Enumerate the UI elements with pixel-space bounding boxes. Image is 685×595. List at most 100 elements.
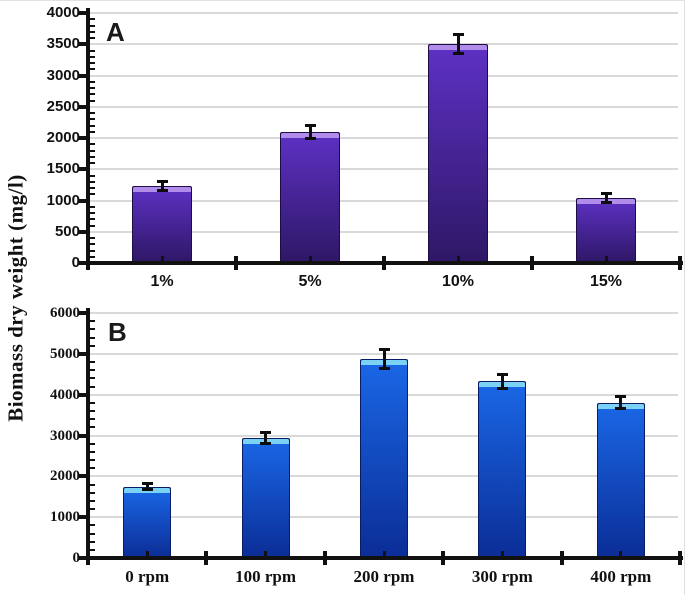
y-tick-label: 1000: [50, 509, 80, 526]
y-tick-label: 2000: [46, 129, 80, 146]
x-center-tick: [145, 551, 149, 557]
error-bar: [500, 373, 504, 389]
y-minor-tick: [90, 18, 95, 21]
y-minor-tick: [90, 459, 95, 461]
bar: [132, 186, 192, 263]
y-minor-tick: [90, 30, 95, 33]
y-minor-tick: [90, 68, 95, 71]
error-bar-cap-top: [378, 347, 390, 351]
gridline: [90, 168, 678, 171]
x-center-tick: [456, 256, 460, 262]
x-center-tick: [500, 551, 504, 557]
x-center-tick: [619, 551, 623, 557]
y-tick-label: 4000: [46, 4, 80, 21]
y-minor-tick: [90, 532, 95, 535]
error-bar-cap-bottom: [156, 189, 168, 193]
bar: [241, 438, 290, 558]
y-tick-label: 0: [71, 254, 80, 271]
x-boundary-tick: [382, 256, 386, 270]
y-minor-tick: [90, 224, 95, 227]
x-axis-line: [84, 556, 683, 560]
y-major-tick: [78, 198, 90, 203]
y-minor-tick: [90, 385, 95, 388]
panel-A-label: A: [106, 17, 125, 47]
gridline: [90, 199, 678, 202]
y-minor-tick: [90, 49, 95, 52]
y-minor-tick: [90, 401, 95, 404]
x-boundary-tick: [678, 256, 682, 270]
x-category-label: 1%: [150, 273, 174, 290]
x-boundary-tick: [322, 551, 327, 565]
error-bar-cap-bottom: [615, 407, 627, 411]
gridline: [90, 74, 678, 77]
error-bar-cap-bottom: [600, 201, 612, 204]
y-minor-tick: [90, 112, 95, 114]
y-minor-tick: [90, 80, 95, 83]
y-minor-tick: [90, 508, 95, 510]
y-major-tick: [78, 261, 90, 265]
panel-B-label: B: [108, 317, 127, 347]
bar: [360, 359, 408, 558]
y-tick-label: 6000: [50, 305, 80, 321]
x-boundary-tick: [204, 551, 209, 565]
x-center-tick: [160, 256, 164, 262]
x-boundary-tick: [441, 551, 446, 565]
y-minor-tick: [90, 193, 95, 196]
y-tick-label: 2000: [50, 468, 80, 485]
y-minor-tick: [90, 255, 95, 258]
y-minor-tick: [90, 344, 95, 347]
y-minor-tick: [90, 249, 95, 252]
y-minor-tick: [90, 180, 95, 183]
y-minor-tick: [90, 155, 95, 158]
y-minor-tick: [90, 483, 95, 486]
y-minor-tick: [90, 320, 95, 323]
error-bar: [160, 181, 164, 192]
error-bar-cap-top: [156, 180, 168, 184]
gridline: [90, 230, 678, 233]
x-category-label: 400 rpm: [590, 567, 652, 586]
x-boundary-tick: [234, 256, 238, 270]
x-category-label: 5%: [298, 273, 322, 290]
y-minor-tick: [90, 369, 95, 372]
gridline: [90, 137, 678, 139]
y-minor-tick: [90, 540, 95, 543]
x-boundary-tick: [530, 256, 534, 270]
error-bar-cap-bottom: [452, 52, 464, 56]
y-tick-label: 0: [72, 550, 81, 566]
y-major-tick: [78, 351, 90, 356]
y-minor-tick: [90, 162, 95, 164]
y-major-tick: [78, 136, 90, 140]
y-minor-tick: [90, 237, 95, 239]
y-minor-tick: [90, 37, 95, 39]
y-minor-tick: [90, 99, 95, 102]
error-bar-cap-bottom: [496, 386, 508, 390]
y-major-tick: [78, 11, 90, 15]
error-bar: [145, 483, 149, 490]
y-minor-tick: [90, 218, 95, 221]
y-minor-tick: [90, 328, 95, 331]
error-bar: [308, 124, 312, 139]
y-minor-tick: [90, 205, 95, 208]
y-minor-tick: [90, 143, 95, 146]
y-tick-label: 1500: [46, 160, 80, 178]
y-minor-tick: [90, 410, 95, 412]
y-major-tick: [78, 392, 90, 397]
error-bar-cap-top: [496, 372, 508, 376]
error-bar-cap-top: [600, 192, 612, 195]
y-minor-tick: [90, 467, 95, 470]
y-major-tick: [78, 556, 90, 560]
x-boundary-tick: [559, 551, 564, 565]
y-major-tick: [78, 42, 90, 47]
y-tick-label: 3500: [46, 35, 80, 53]
y-tick-label: 1000: [46, 191, 80, 209]
error-bar-cap-top: [452, 33, 464, 37]
y-minor-tick: [90, 418, 95, 421]
y-minor-tick: [90, 243, 95, 246]
y-major-tick: [78, 167, 90, 172]
x-category-label: 0 rpm: [125, 567, 170, 586]
y-minor-tick: [90, 524, 95, 527]
error-bar-cap-bottom: [260, 442, 272, 446]
y-minor-tick: [90, 149, 95, 152]
